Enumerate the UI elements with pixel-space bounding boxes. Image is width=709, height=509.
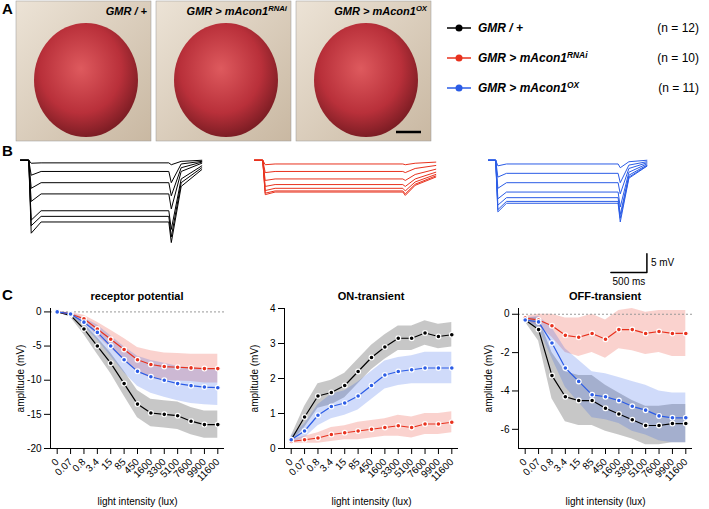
svg-text:450: 450: [589, 456, 610, 476]
svg-text:light intensity (lux): light intensity (lux): [565, 496, 645, 507]
svg-text:0.07: 0.07: [520, 456, 543, 478]
svg-text:-15: -15: [27, 409, 42, 420]
svg-text:0: 0: [270, 443, 276, 454]
svg-text:3300: 3300: [612, 456, 636, 480]
svg-text:-6: -6: [501, 424, 510, 435]
svg-text:7600: 7600: [171, 456, 195, 480]
svg-text:3.4: 3.4: [83, 456, 101, 474]
svg-text:1: 1: [270, 408, 276, 419]
svg-text:9900: 9900: [418, 456, 443, 480]
svg-text:GMR > mAcon1OX: GMR > mAcon1OX: [478, 80, 580, 95]
svg-text:light intensity (lux): light intensity (lux): [97, 496, 177, 507]
svg-text:(n = 10): (n = 10): [657, 51, 699, 65]
svg-text:1600: 1600: [599, 456, 623, 480]
svg-text:0: 0: [283, 456, 295, 468]
svg-text:1600: 1600: [365, 456, 389, 480]
svg-text:-4: -4: [501, 385, 510, 396]
svg-text:11600: 11600: [195, 456, 222, 483]
svg-text:0: 0: [504, 308, 510, 319]
svg-text:GMR > mAcon1OX: GMR > mAcon1OX: [334, 4, 428, 17]
svg-text:3.4: 3.4: [317, 456, 335, 474]
svg-text:5100: 5100: [391, 456, 416, 480]
svg-text:3.4: 3.4: [551, 456, 569, 474]
svg-text:85: 85: [580, 456, 596, 472]
svg-text:11600: 11600: [663, 456, 690, 483]
svg-text:(n = 12): (n = 12): [657, 21, 699, 35]
svg-text:85: 85: [346, 456, 362, 472]
svg-text:amplitude (mV): amplitude (mV): [483, 345, 494, 413]
svg-text:4: 4: [270, 303, 276, 314]
svg-text:7600: 7600: [405, 456, 429, 480]
svg-text:2: 2: [270, 373, 276, 384]
html-text:C: C: [2, 286, 13, 303]
svg-text:85: 85: [112, 456, 128, 472]
html-text:receptor potential: receptor potential: [90, 290, 184, 302]
svg-text:-2: -2: [501, 347, 510, 358]
svg-text:-20: -20: [27, 443, 42, 454]
svg-text:0.8: 0.8: [70, 456, 88, 474]
svg-text:9900: 9900: [184, 456, 209, 480]
svg-text:0.07: 0.07: [52, 456, 75, 478]
svg-text:0: 0: [517, 456, 529, 468]
svg-text:15: 15: [566, 456, 583, 472]
svg-text:15: 15: [98, 456, 115, 472]
svg-text:5100: 5100: [157, 456, 182, 480]
svg-text:-10: -10: [27, 374, 42, 385]
html-text:B: B: [2, 142, 13, 159]
svg-text:1600: 1600: [131, 456, 155, 480]
svg-text:GMR > mAcon1RNAi: GMR > mAcon1RNAi: [187, 4, 288, 17]
svg-text:(n = 11): (n = 11): [658, 81, 699, 95]
svg-text:0: 0: [49, 456, 61, 468]
svg-text:9900: 9900: [652, 456, 677, 480]
svg-text:amplitude (mV): amplitude (mV): [15, 345, 26, 413]
html-text:OFF-transient: OFF-transient: [568, 290, 642, 302]
svg-text:GMR > mAcon1RNAi: GMR > mAcon1RNAi: [478, 50, 588, 65]
svg-text:5 mV: 5 mV: [651, 257, 675, 268]
svg-text:450: 450: [355, 456, 376, 476]
svg-text:500 ms: 500 ms: [613, 276, 646, 287]
svg-text:-5: -5: [33, 340, 42, 351]
svg-text:3300: 3300: [378, 456, 402, 480]
svg-text:3300: 3300: [144, 456, 168, 480]
svg-text:0: 0: [36, 306, 42, 317]
svg-text:11600: 11600: [429, 456, 456, 483]
svg-text:0.8: 0.8: [304, 456, 322, 474]
svg-text:5100: 5100: [625, 456, 650, 480]
svg-text:light intensity (lux): light intensity (lux): [331, 496, 411, 507]
svg-text:0.07: 0.07: [286, 456, 309, 478]
html-text:ON-transient: ON-transient: [337, 290, 405, 302]
svg-text:7600: 7600: [639, 456, 663, 480]
svg-text:GMR / +: GMR / +: [478, 21, 523, 35]
svg-text:GMR / +: GMR / +: [106, 5, 148, 17]
svg-text:15: 15: [332, 456, 349, 472]
svg-text:450: 450: [121, 456, 142, 476]
svg-text:amplitude (mV): amplitude (mV): [249, 345, 260, 413]
svg-text:0.8: 0.8: [538, 456, 556, 474]
svg-text:3: 3: [270, 338, 276, 349]
html-text:A: A: [2, 0, 13, 17]
